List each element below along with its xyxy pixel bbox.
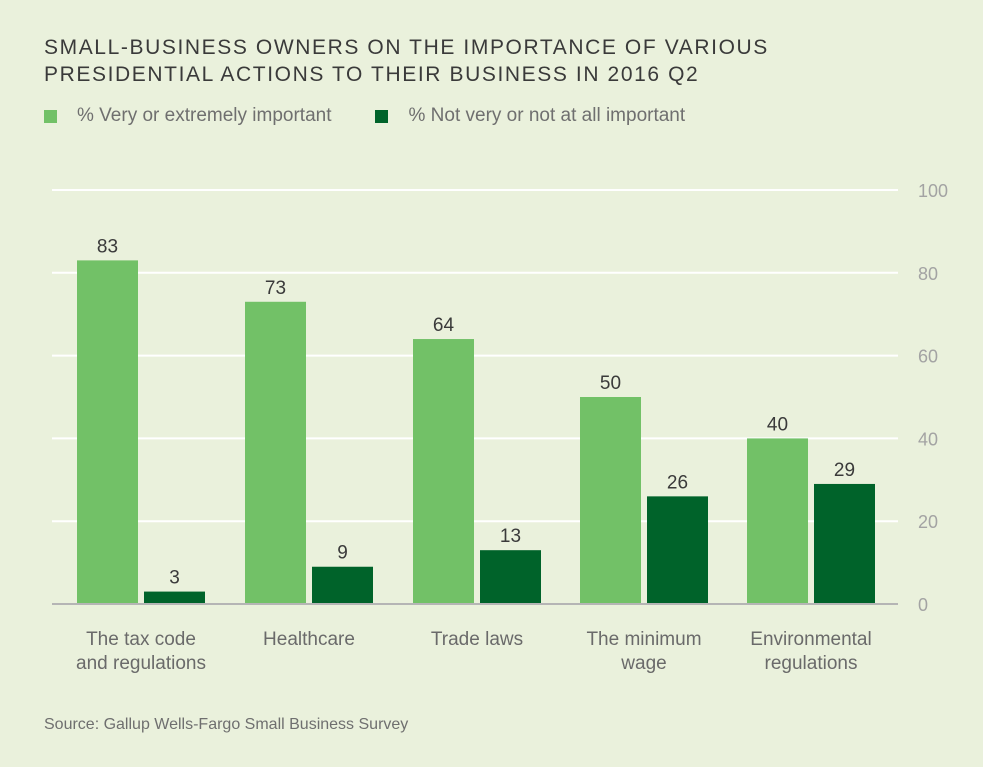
x-tick-label-line: Environmental: [750, 629, 871, 650]
legend-label-important: % Very or extremely important: [77, 105, 332, 126]
legend-label-not-important: % Not very or not at all important: [408, 105, 686, 126]
x-tick-label-line: Trade laws: [431, 629, 523, 650]
bar: [312, 566, 373, 604]
bar: [480, 550, 541, 604]
bar: [747, 438, 808, 604]
x-tick-label-line: and regulations: [76, 653, 206, 674]
x-tick-label: Healthcare: [263, 629, 355, 650]
bar: [413, 339, 474, 604]
data-label: 13: [500, 526, 521, 547]
bar: [144, 591, 205, 604]
data-label: 40: [767, 414, 788, 435]
x-tick-label-line: The minimum: [586, 629, 701, 650]
bar: [647, 496, 708, 604]
x-tick-label: Trade laws: [431, 629, 523, 650]
x-tick-label-line: The tax code: [86, 629, 196, 650]
data-label: 26: [667, 472, 688, 493]
data-label: 29: [834, 460, 855, 481]
data-label: 50: [600, 373, 621, 394]
data-label: 9: [337, 543, 348, 564]
data-label: 64: [433, 315, 455, 336]
y-tick-label: 40: [918, 429, 938, 449]
x-tick-label-line: regulations: [765, 653, 858, 674]
data-label: 83: [97, 236, 118, 257]
x-tick-label-line: Healthcare: [263, 629, 355, 650]
bar: [245, 301, 306, 604]
x-tick-label-line: wage: [620, 653, 666, 674]
y-tick-label: 0: [918, 595, 928, 615]
x-tick-label: The minimum wage: [586, 629, 701, 674]
bar: [814, 483, 875, 604]
data-label: 73: [265, 278, 286, 299]
y-tick-label: 60: [918, 347, 938, 367]
bar: [77, 260, 138, 604]
chart-title-line-1: SMALL-BUSINESS OWNERS ON THE IMPORTANCE …: [44, 36, 769, 59]
bar: [580, 397, 641, 604]
chart-title-line-2: PRESIDENTIAL ACTIONS TO THEIR BUSINESS I…: [44, 63, 700, 86]
legend-item-important: % Very or extremely important: [44, 105, 331, 127]
x-tick-label: The tax code and regulations: [76, 629, 206, 674]
y-tick-label: 80: [918, 264, 938, 284]
legend-item-not-important: % Not very or not at all important: [375, 105, 685, 127]
x-tick-label: Environmental regulations: [750, 629, 871, 674]
legend-swatch-important: [44, 109, 57, 123]
y-tick-label: 100: [918, 181, 948, 201]
legend-swatch-not-important: [375, 109, 389, 123]
y-tick-label: 20: [918, 512, 938, 532]
chart-legend: % Very or extremely important % Not very…: [44, 105, 729, 127]
data-label: 3: [169, 568, 180, 589]
chart-title: SMALL-BUSINESS OWNERS ON THE IMPORTANCE …: [44, 34, 944, 88]
source-note: Source: Gallup Wells-Fargo Small Busines…: [44, 716, 409, 733]
